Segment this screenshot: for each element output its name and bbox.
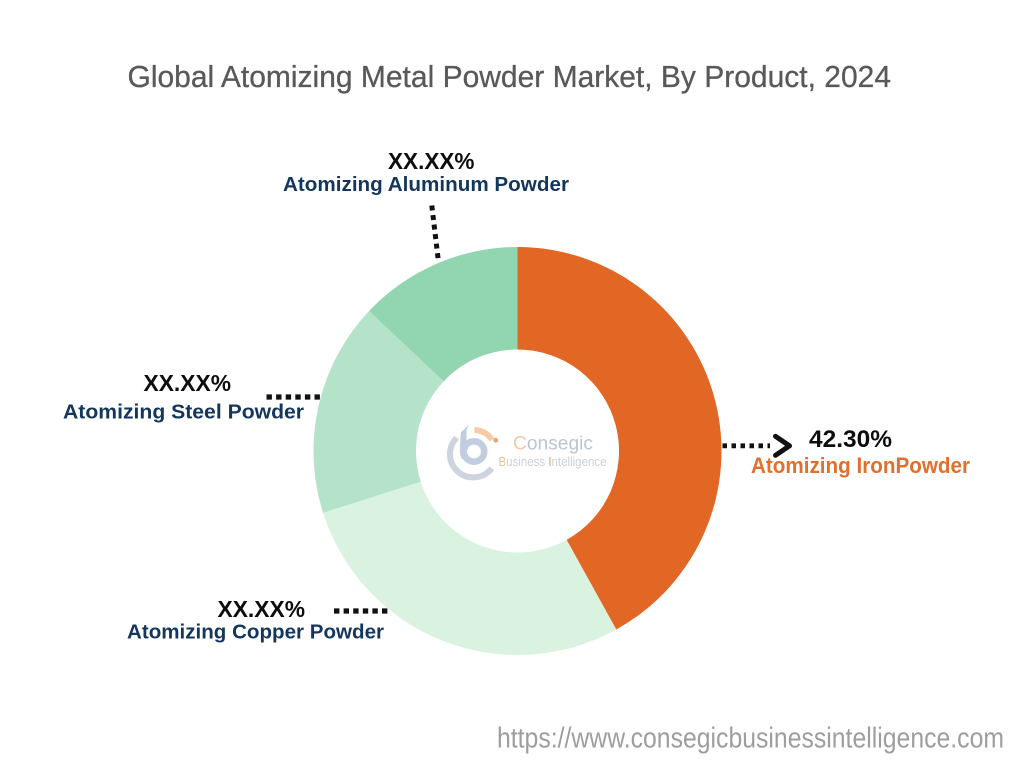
svg-text:https://www.consegicbusinessin: https://www.consegicbusinessintelligence… — [497, 723, 1004, 755]
svg-text:Atomizing Aluminum Powder: Atomizing Aluminum Powder — [283, 173, 569, 196]
svg-text:XX.XX%: XX.XX% — [388, 148, 475, 174]
svg-text:XX.XX%: XX.XX% — [218, 596, 306, 622]
svg-text:Consegic: Consegic — [513, 432, 593, 454]
svg-text:Atomizing IronPowder: Atomizing IronPowder — [751, 453, 970, 478]
svg-text:XX.XX%: XX.XX% — [144, 370, 232, 396]
svg-text:Atomizing Steel Powder: Atomizing Steel Powder — [63, 401, 304, 424]
svg-text:Global Atomizing Metal Powder: Global Atomizing Metal Powder Market, By… — [128, 59, 892, 94]
svg-text:Atomizing Copper Powder: Atomizing Copper Powder — [127, 621, 384, 644]
svg-text:42.30%: 42.30% — [809, 426, 892, 453]
svg-text:Business Intelligence: Business Intelligence — [499, 455, 607, 469]
